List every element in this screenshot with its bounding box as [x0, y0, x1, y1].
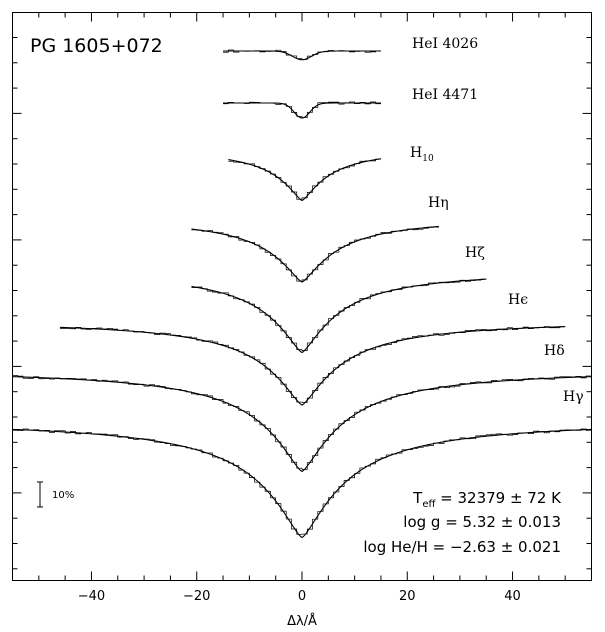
x-tick-label: −20: [183, 589, 210, 604]
fit-parameter-name: T: [412, 489, 423, 507]
x-tick-label: 20: [399, 589, 416, 604]
spectrum-hei-4026: [223, 49, 381, 61]
spectrum-h-: [191, 225, 439, 283]
model-fit-line: [12, 376, 592, 473]
line-label-main: Hγ: [563, 389, 584, 405]
line-label-subscript: 10: [422, 154, 434, 164]
x-tick-label: 0: [298, 589, 306, 604]
model-fit-line: [12, 428, 592, 539]
line-label-main: Hδ: [544, 343, 565, 359]
fit-parameter: Teff = 32379 ± 72 K: [412, 489, 562, 510]
fit-parameter: log He/H = −2.63 ± 0.021: [363, 538, 561, 556]
observed-spectrum-line: [191, 278, 487, 351]
spectrum-h-: [12, 375, 592, 473]
observed-spectrum-line: [223, 49, 381, 60]
line-label-main: HeI: [412, 87, 438, 103]
line-label-main: Hζ: [465, 245, 485, 261]
line-label-suffix: 4471: [438, 87, 478, 103]
observed-spectrum-line: [228, 158, 381, 200]
scale-bar-label: 10%: [52, 490, 74, 501]
observed-spectrum-line: [12, 428, 592, 535]
model-fit-line: [223, 102, 381, 119]
spectrum-h10: [228, 158, 382, 202]
line-label: Hη: [428, 195, 449, 211]
observed-spectrum-line: [191, 226, 439, 282]
x-axis-label: Δλ/Å: [287, 613, 317, 629]
x-tick-label: 40: [504, 589, 521, 604]
spectrum-h-: [59, 326, 566, 406]
fit-parameter-value: = 32379 ± 72 K: [435, 489, 562, 507]
model-fit-line: [228, 158, 382, 202]
fit-parameter-subscript: eff: [422, 499, 436, 510]
line-label: HeI 4471: [412, 87, 478, 103]
line-label: Hζ: [465, 245, 485, 261]
fit-parameter-name: log He/H: [363, 538, 427, 556]
line-label-main: Hϵ: [508, 292, 528, 308]
line-label: Hϵ: [508, 292, 528, 308]
scale-bar: 10%: [37, 481, 74, 508]
line-label-suffix: 4026: [438, 36, 478, 52]
chart-title: PG 1605+072: [30, 35, 163, 57]
line-label: H10: [410, 145, 434, 164]
observed-spectrum-line: [59, 326, 566, 403]
line-label-main: Hη: [428, 195, 449, 211]
spectrum-hei-4471: [223, 101, 381, 119]
model-fit-line: [191, 278, 487, 354]
spectrum-h-: [191, 278, 487, 354]
line-label: HeI 4026: [412, 36, 478, 52]
line-label: Hδ: [544, 343, 565, 359]
line-label: Hγ: [563, 389, 584, 405]
right-axis-ticks: [582, 37, 592, 570]
x-axis: −40 −20 0 20 40: [38, 12, 566, 604]
fit-parameter-value: = −2.63 ± 0.021: [428, 538, 561, 556]
observed-spectrum-line: [12, 375, 592, 470]
x-tick-label: −40: [78, 589, 105, 604]
fit-parameter: log g = 5.32 ± 0.013: [403, 513, 561, 531]
spectra: [12, 49, 592, 539]
spectrum-h-: [12, 428, 592, 539]
line-label-main: H: [410, 145, 422, 161]
fit-parameter-name: log g: [403, 513, 440, 531]
observed-spectrum-line: [223, 101, 381, 118]
line-label-main: HeI: [412, 36, 438, 52]
left-axis-ticks: [12, 37, 22, 570]
fit-parameter-value: = 5.32 ± 0.013: [440, 513, 561, 531]
